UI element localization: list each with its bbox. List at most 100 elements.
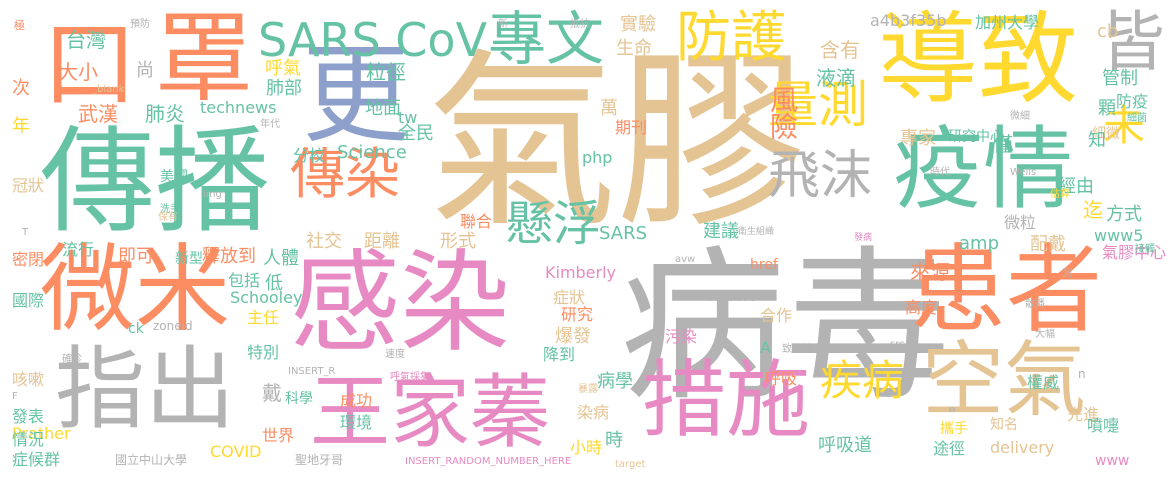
cloud-word: 肺炎 bbox=[145, 102, 185, 126]
cloud-word: 患者 bbox=[910, 234, 1102, 346]
cloud-word: 預防 bbox=[130, 19, 150, 30]
cloud-word: 形式 bbox=[440, 231, 476, 252]
cloud-word: 染病 bbox=[577, 403, 610, 422]
cloud-word: F bbox=[12, 391, 18, 402]
cloud-word: A bbox=[760, 338, 771, 357]
cloud-word: 萬 bbox=[600, 98, 618, 119]
cloud-word: 武漢 bbox=[78, 102, 118, 126]
cloud-word: 國際 bbox=[12, 291, 45, 310]
cloud-word: Science bbox=[337, 142, 407, 163]
cloud-word: 途徑 bbox=[933, 439, 966, 458]
cloud-word: 發病 bbox=[854, 233, 873, 243]
cloud-word: 空氣 bbox=[922, 333, 1087, 428]
cloud-word: href bbox=[750, 257, 778, 273]
cloud-word: 國立中山大學 bbox=[115, 453, 188, 467]
cloud-word: 實驗 bbox=[620, 14, 656, 35]
cloud-word: 知 bbox=[1088, 130, 1106, 151]
cloud-word: 感染 bbox=[290, 239, 510, 367]
cloud-word: target bbox=[615, 459, 646, 470]
cloud-word: 疫情 bbox=[893, 117, 1073, 222]
cloud-word: 防護 bbox=[676, 5, 787, 69]
cloud-word: 距離 bbox=[364, 231, 400, 252]
cloud-word: 懸浮 bbox=[505, 196, 602, 252]
cloud-word: 防疫 bbox=[1116, 92, 1149, 111]
cloud-word: 氣膠 bbox=[427, 32, 808, 253]
cloud-word: technews bbox=[200, 98, 277, 117]
cloud-word: 知名 bbox=[990, 417, 1018, 433]
cloud-word: 大小 bbox=[58, 60, 98, 84]
cloud-word: 成功 bbox=[340, 391, 373, 410]
cloud-word: 研究中心 bbox=[948, 129, 1004, 145]
cloud-word: 降到 bbox=[543, 345, 576, 364]
cloud-word: 美國 bbox=[160, 169, 188, 185]
cloud-word: 微細 bbox=[1010, 111, 1030, 122]
cloud-word: 專家 bbox=[900, 128, 936, 149]
cloud-word: 戴 bbox=[262, 381, 282, 405]
cloud-word: 時代 bbox=[930, 167, 950, 178]
cloud-word: 洗手 bbox=[160, 204, 180, 215]
cloud-word: 含有 bbox=[820, 38, 860, 62]
cloud-word: 口 bbox=[42, 10, 138, 120]
cloud-word: 傳播 bbox=[40, 115, 271, 249]
cloud-word: 世界 bbox=[262, 426, 295, 445]
cloud-word: 措施 bbox=[642, 351, 811, 449]
cloud-word: 微粒 bbox=[1004, 213, 1037, 232]
cloud-word: php bbox=[582, 148, 613, 167]
cloud-word: 衛生組織 bbox=[738, 227, 775, 237]
cloud-word: T bbox=[22, 227, 29, 238]
cloud-word: 台灣 bbox=[66, 28, 106, 52]
cloud-word: 顆 bbox=[1098, 98, 1116, 119]
cloud-word: 僅 bbox=[993, 132, 1013, 156]
cloud-word: 液滴 bbox=[816, 66, 856, 90]
cloud-word: 特別 bbox=[247, 343, 280, 362]
cloud-word: cb bbox=[1097, 21, 1119, 42]
cloud-word: src bbox=[890, 339, 905, 350]
cloud-word: SARS CoV bbox=[258, 13, 488, 67]
cloud-word: 保有 bbox=[158, 212, 178, 223]
cloud-word: 罩 bbox=[155, 2, 254, 116]
cloud-word: 期刊 bbox=[615, 118, 648, 137]
cloud-word: 未 bbox=[1103, 101, 1146, 150]
cloud-word: zoneid bbox=[153, 319, 193, 333]
cloud-word: img bbox=[203, 189, 222, 200]
cloud-word: 合作 bbox=[760, 306, 793, 325]
cloud-word: 高度 bbox=[905, 298, 938, 317]
cloud-word: delivery bbox=[990, 438, 1055, 457]
cloud-word: www5 bbox=[1094, 226, 1144, 245]
cloud-word: Wells bbox=[1010, 167, 1037, 178]
cloud-word: 新 bbox=[498, 19, 508, 30]
cloud-word: 釋放到 bbox=[202, 246, 256, 267]
cloud-word: 呼氣採集 bbox=[390, 372, 430, 383]
cloud-word: 建議 bbox=[703, 221, 739, 242]
cloud-word: 新型 bbox=[175, 251, 203, 267]
cloud-word: 密閉 bbox=[12, 250, 45, 269]
cloud-word: Schooley bbox=[230, 288, 303, 307]
cloud-word: 人體 bbox=[263, 248, 299, 269]
cloud-word: 年代 bbox=[260, 119, 280, 130]
cloud-word: 次 bbox=[12, 78, 30, 99]
cloud-word: 肺部 bbox=[266, 78, 302, 99]
cloud-word: 病毒 bbox=[620, 231, 950, 423]
cloud-word: 粒徑 bbox=[366, 60, 406, 84]
cloud-word: 疾病 bbox=[820, 356, 905, 405]
cloud-word: 微米 bbox=[40, 235, 231, 345]
cloud-word: 來源 bbox=[910, 260, 950, 284]
cloud-word: 極 bbox=[14, 19, 25, 32]
cloud-word: 症狀 bbox=[553, 288, 586, 307]
cloud-word: 飛沫 bbox=[768, 146, 873, 206]
cloud-word: 導致 bbox=[878, 1, 1078, 118]
cloud-word: 散播 bbox=[1025, 299, 1045, 310]
cloud-word: 仍 bbox=[650, 364, 660, 375]
cloud-word: 管制 bbox=[1102, 68, 1138, 89]
cloud-word: 大幅 bbox=[1035, 329, 1055, 340]
cloud-word: INSERT_R bbox=[288, 366, 336, 377]
cloud-word: _blank bbox=[92, 84, 125, 95]
cloud-word: 呼吸道 bbox=[818, 435, 872, 456]
cloud-word: 咳嗽 bbox=[12, 370, 45, 389]
cloud-word: 時 bbox=[605, 430, 623, 451]
cloud-word: 爆發 bbox=[555, 326, 591, 347]
cloud-word: 量測 bbox=[768, 76, 868, 134]
cloud-word: Prather bbox=[12, 424, 71, 443]
cloud-word: 更 bbox=[302, 33, 411, 158]
